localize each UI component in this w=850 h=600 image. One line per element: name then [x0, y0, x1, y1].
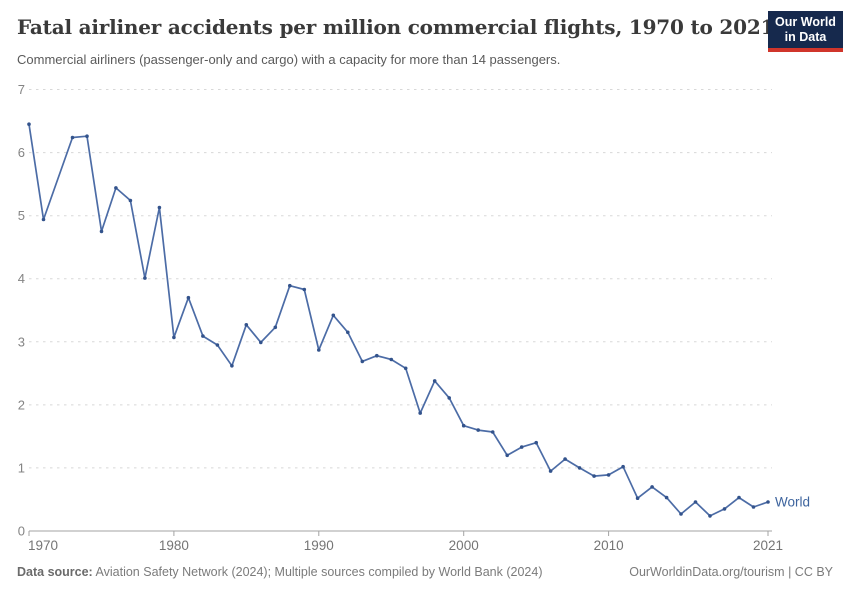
data-point: [230, 364, 234, 368]
y-tick-label: 4: [18, 271, 25, 286]
data-source-text: Aviation Safety Network (2024); Multiple…: [92, 565, 543, 579]
data-point: [766, 500, 770, 504]
world-line: [28, 123, 769, 517]
data-point: [288, 283, 292, 288]
data-source-note: Data source: Aviation Safety Network (20…: [17, 565, 542, 579]
y-tick-label: 6: [18, 145, 25, 160]
x-tick-label: 1980: [159, 538, 189, 553]
data-point: [708, 514, 712, 518]
data-point: [41, 217, 46, 222]
data-point: [548, 469, 553, 473]
x-tick-label: 2000: [449, 538, 479, 553]
owid-logo-line1: Our World: [775, 14, 836, 29]
y-tick-label: 2: [18, 397, 25, 412]
y-tick-label: 5: [18, 208, 25, 223]
data-point: [128, 198, 133, 203]
data-point: [244, 323, 249, 327]
data-point: [331, 313, 336, 318]
data-point: [519, 445, 524, 449]
data-point: [302, 287, 307, 292]
data-point: [99, 229, 104, 234]
data-point: [563, 457, 567, 461]
chart-subtitle: Commercial airliners (passenger-only and…: [17, 52, 561, 67]
data-point: [157, 205, 162, 210]
page-title: Fatal airliner accidents per million com…: [17, 15, 775, 39]
data-point: [606, 473, 611, 477]
data-point: [403, 366, 408, 371]
data-point: [215, 343, 220, 347]
data-point: [432, 379, 437, 383]
owid-logo[interactable]: Our World in Data: [768, 11, 843, 52]
data-point: [679, 512, 683, 516]
data-point: [722, 507, 727, 511]
data-point: [635, 496, 640, 501]
data-point: [360, 359, 365, 364]
data-point: [375, 353, 379, 358]
data-point: [505, 453, 510, 458]
data-point: [143, 276, 147, 280]
data-point: [70, 135, 75, 140]
data-point: [577, 466, 582, 470]
data-point: [418, 411, 423, 415]
data-point: [751, 505, 756, 509]
x-tick-label: 2010: [594, 538, 624, 553]
y-tick-label: 7: [18, 82, 25, 97]
data-point: [534, 440, 538, 445]
data-point: [737, 495, 741, 500]
x-tick-label: 1990: [304, 538, 334, 553]
x-tick-label: 1970: [28, 538, 58, 553]
y-tick-label: 3: [18, 334, 25, 349]
data-point: [490, 430, 495, 434]
data-point: [650, 485, 654, 489]
data-point: [317, 348, 321, 352]
data-point: [476, 428, 481, 432]
data-point: [186, 295, 191, 300]
data-point: [172, 335, 176, 340]
series-end-label: World: [775, 495, 810, 510]
footer-attribution: OurWorldinData.org/tourism | CC BY: [629, 565, 833, 579]
data-point: [447, 396, 452, 400]
y-tick-label: 1: [18, 460, 25, 475]
x-tick-label: 2021: [753, 538, 783, 553]
owid-logo-line2: in Data: [784, 29, 827, 44]
data-source-label: Data source:: [17, 565, 93, 579]
data-point: [259, 340, 263, 345]
data-point: [592, 474, 596, 478]
data-point: [389, 357, 394, 362]
y-tick-label: 0: [18, 524, 25, 539]
data-point: [621, 464, 625, 469]
data-point: [693, 500, 698, 504]
data-point: [114, 186, 118, 190]
data-point: [27, 122, 31, 126]
chart-canvas[interactable]: 0 1 2 3 4 5 6 7 1970 1980 1990 2000 2010 2021 World: [0, 0, 850, 558]
data-point: [201, 334, 205, 338]
data-point: [664, 495, 669, 500]
data-point: [273, 325, 278, 330]
data-point: [346, 330, 350, 335]
data-point: [461, 423, 466, 428]
data-point: [85, 134, 89, 138]
